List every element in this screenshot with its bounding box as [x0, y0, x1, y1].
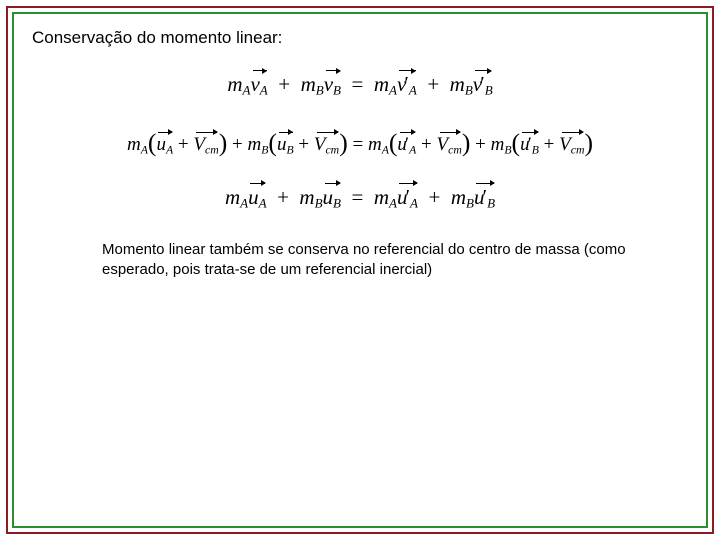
equation-1: mAvA + mBvB = mAv′A + mBv′B: [32, 72, 688, 99]
slide-title: Conservação do momento linear:: [32, 28, 688, 48]
equation-3: mAuA + mBuB = mAu′A + mBu′B: [32, 185, 688, 212]
equation-2: mA(uA + Vcm) + mB(uB + Vcm) = mA(u′A + V…: [32, 127, 688, 157]
conclusion-text: Momento linear também se conserva no ref…: [102, 240, 638, 281]
inner-frame: Conservação do momento linear: mAvA + mB…: [12, 12, 708, 528]
